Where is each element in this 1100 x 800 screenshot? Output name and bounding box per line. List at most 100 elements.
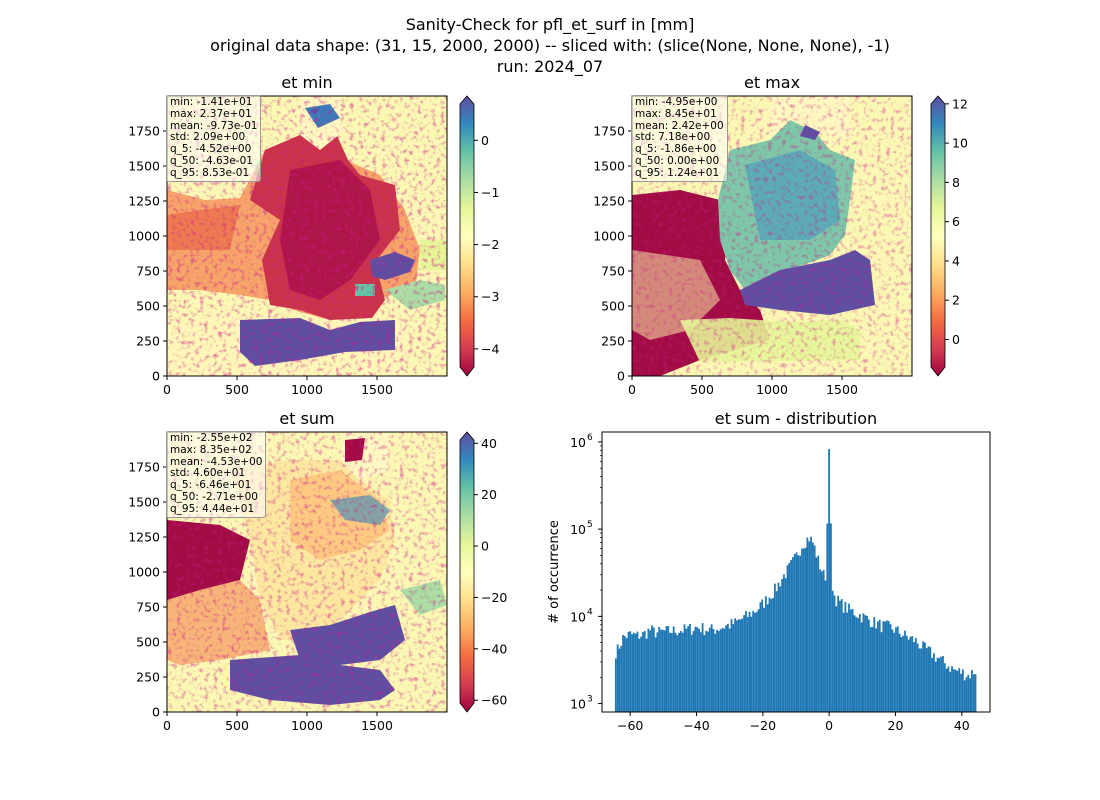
histogram-bar — [663, 630, 666, 712]
histogram-bar — [725, 625, 727, 712]
y-tick-label: 10 — [570, 609, 586, 624]
colorbar-tick-label: −1 — [481, 185, 499, 200]
histogram-bar — [710, 624, 713, 712]
histogram-bar — [674, 632, 677, 712]
histogram-bar — [734, 618, 737, 712]
histogram-bar — [716, 629, 718, 712]
histogram-bar — [815, 557, 818, 712]
histogram-bar — [687, 626, 690, 712]
x-tick-label: −40 — [683, 718, 709, 733]
histogram-bar — [775, 591, 778, 712]
colorbar: 12 10 8 6 4 2 0 — [930, 95, 968, 377]
x-tick-label: 500 — [225, 718, 249, 733]
x-tick-label: 1000 — [291, 382, 323, 397]
histogram-bar — [806, 537, 809, 712]
histogram-bar — [719, 629, 722, 712]
histogram-bar — [835, 606, 838, 712]
stat-line: std: 2.09e+00 — [170, 131, 246, 144]
histogram-bar — [665, 626, 668, 712]
histogram-bar — [842, 612, 845, 712]
suptitle-line-1: Sanity-Check for pfl_et_surf in [mm] — [406, 15, 695, 35]
x-tick-label: −20 — [750, 718, 776, 733]
stat-line: mean: -9.73e-01 — [170, 119, 258, 132]
colorbar-tick-label: 10 — [952, 136, 968, 151]
heatmap-et-max — [632, 96, 912, 376]
histogram-bar — [625, 638, 628, 712]
histogram-bar — [788, 563, 791, 712]
histogram-bar — [958, 668, 961, 712]
histogram-bar — [707, 631, 709, 712]
histogram-bar — [640, 636, 643, 712]
histogram-bar — [750, 616, 753, 712]
histogram-bar — [714, 633, 717, 712]
y-tick-label: 750 — [601, 264, 625, 279]
x-tick-label: 1500 — [826, 382, 858, 397]
histogram-bar — [746, 616, 749, 712]
histogram-bar — [869, 627, 872, 712]
stat-line: q_95: 1.24e+01 — [635, 166, 720, 179]
histogram-bar — [810, 536, 812, 712]
histogram-bar — [873, 617, 876, 712]
histogram-bar — [631, 634, 634, 712]
y-tick-label: 500 — [136, 635, 160, 650]
y-tick-label: 1000 — [128, 229, 160, 244]
histogram-bar — [911, 636, 914, 712]
y-tick-label: 1750 — [128, 460, 160, 475]
panel-title: et max — [744, 73, 800, 92]
x-tick-label: 500 — [690, 382, 714, 397]
histogram-bar — [679, 631, 682, 712]
histogram-bar — [752, 610, 755, 712]
histogram-bar — [768, 597, 771, 712]
histogram-bar — [907, 639, 910, 712]
y-tick-label: 1250 — [593, 194, 625, 209]
histogram-bar — [927, 646, 930, 712]
histogram-bar — [692, 631, 695, 712]
histogram-bar — [660, 629, 662, 712]
histogram-bar — [793, 553, 796, 712]
histogram-bar — [956, 670, 959, 712]
histogram-bar — [918, 648, 921, 712]
histogram-bar — [833, 595, 836, 712]
histogram-bar — [759, 602, 762, 712]
histogram-bar — [811, 542, 814, 712]
histogram-bar — [925, 648, 928, 712]
histogram-bar — [745, 611, 747, 712]
colorbar-tick-label: 12 — [952, 96, 968, 111]
stat-line: q_95: 8.53e-01 — [170, 166, 250, 179]
colorbar-ticks: 12 10 8 6 4 2 0 — [945, 96, 968, 347]
histogram-bar — [898, 633, 901, 712]
histogram-bar — [857, 618, 859, 712]
y-tick-label: 1750 — [128, 124, 160, 139]
histogram-bar — [837, 595, 840, 712]
y-tick-label: 0 — [152, 369, 160, 384]
histogram-bar — [931, 657, 934, 712]
histogram-bar — [683, 624, 686, 712]
colorbar-tick-label: 20 — [481, 487, 497, 502]
histogram-bar — [638, 638, 641, 712]
y-tick-label: 1250 — [128, 194, 160, 209]
histogram-bar — [902, 635, 905, 712]
stat-line: mean: -4.53e+00 — [170, 455, 263, 468]
histogram-bar — [699, 632, 702, 712]
histogram-bar — [618, 648, 621, 712]
y-tick-label: 500 — [136, 299, 160, 314]
y-tick-label: 250 — [136, 670, 160, 685]
histogram-bar — [913, 642, 915, 712]
histogram-bar — [860, 622, 863, 712]
histogram-bar — [797, 555, 800, 712]
histogram-bar — [830, 523, 832, 712]
histogram-bar — [642, 631, 644, 712]
suptitle-line-2: original data shape: (31, 15, 2000, 2000… — [210, 36, 890, 55]
y-tick-exponent: 3 — [587, 695, 593, 705]
colorbar-tick-label: −3 — [481, 289, 499, 304]
histogram-bar — [949, 671, 952, 712]
panel-distribution: et sum - distribution −60 −40 −20 0 20 40 10 3… — [547, 409, 991, 733]
histogram-bar — [886, 620, 888, 712]
histogram-bar — [951, 666, 953, 712]
histogram-bar — [730, 619, 733, 712]
histogram-bar — [667, 626, 670, 712]
histogram-bar — [896, 626, 899, 712]
y-tick-exponent: 4 — [587, 607, 593, 617]
histogram-bar — [623, 636, 626, 712]
